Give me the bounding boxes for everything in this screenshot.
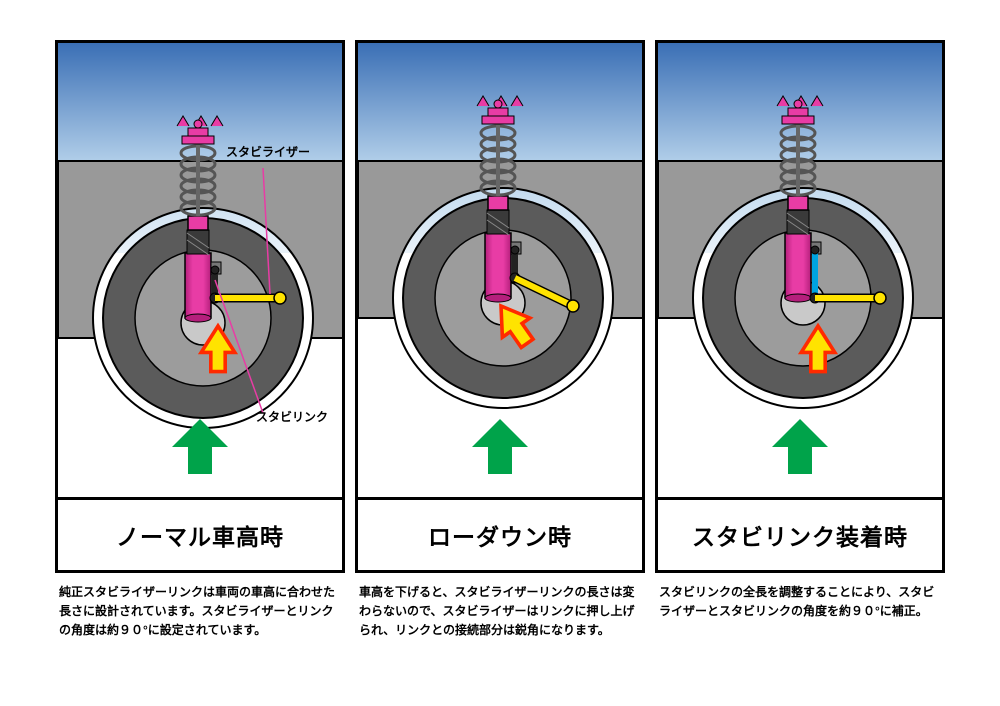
green-arrow-icon: [770, 419, 830, 474]
panel-2: スタビリンク装着時スタビリンクの全長を調整することにより、スタビライザーとスタビ…: [655, 40, 945, 641]
top-mount: [177, 116, 223, 144]
bar-end: [567, 300, 579, 312]
panel-description: スタビリンクの全長を調整することにより、スタビライザーとスタビリンクの角度を約９…: [655, 583, 945, 621]
panel-frame: [355, 40, 645, 500]
panel-frame: スタビライザースタビリンク: [55, 40, 345, 500]
bar-end: [874, 292, 886, 304]
green-arrow-icon: [470, 419, 530, 474]
panel-title-block: ローダウン時: [355, 500, 645, 573]
shock-body: [185, 253, 211, 318]
panel-title: スタビリンク装着時: [664, 518, 936, 552]
panel-title-block: ノーマル車高時: [55, 500, 345, 573]
panel-description: 車高を下げると、スタビライザーリンクの長さは変わらないので、スタビライザーはリン…: [355, 583, 645, 641]
panel-title-block: スタビリンク装着時: [655, 500, 945, 573]
annot-stabilizer: スタビライザー: [226, 143, 310, 160]
top-mount: [477, 96, 523, 124]
panel-description: 純正スタビライザーリンクは車両の車高に合わせた長さに設計されています。スタビライ…: [55, 583, 345, 641]
ground-arrow: [470, 419, 530, 479]
panel-0: スタビライザースタビリンク ノーマル車高時純正スタビライザーリンクは車両の車高に…: [55, 40, 345, 641]
panel-frame: [655, 40, 945, 500]
top-mount: [777, 96, 823, 124]
ground-arrow: [170, 419, 230, 479]
shock-body: [485, 233, 511, 298]
panel-title: ノーマル車高時: [64, 518, 336, 552]
panel-title: ローダウン時: [364, 518, 636, 552]
annot-stablink: スタビリンク: [256, 408, 328, 425]
green-arrow-icon: [170, 419, 230, 474]
ground-arrow: [770, 419, 830, 479]
bar-end: [274, 292, 286, 304]
shock-body: [785, 233, 811, 298]
panel-1: ローダウン時車高を下げると、スタビライザーリンクの長さは変わらないので、スタビラ…: [355, 40, 645, 641]
